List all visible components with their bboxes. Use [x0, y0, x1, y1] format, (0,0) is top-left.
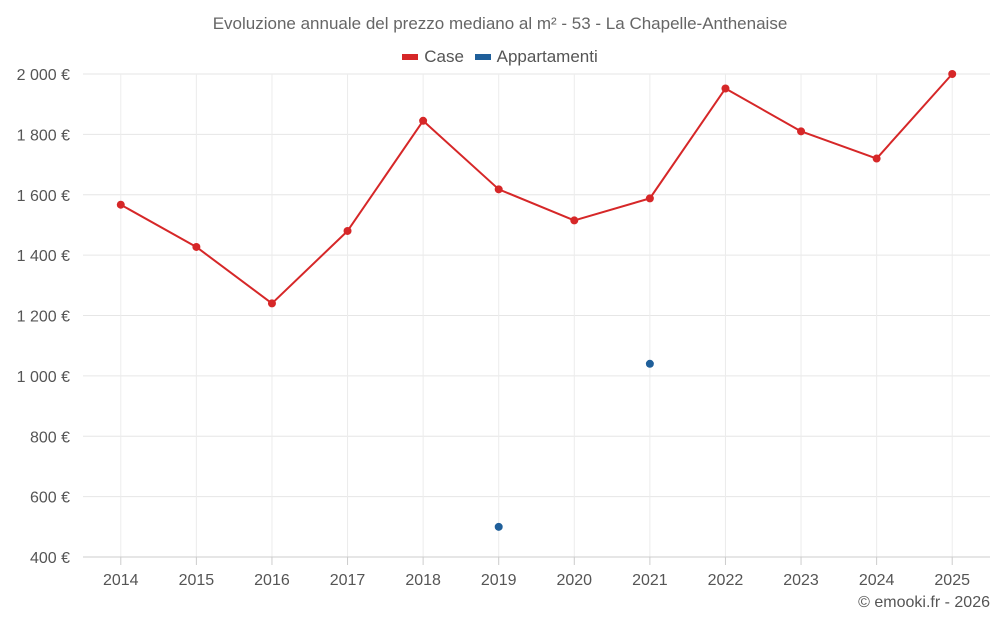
y-tick-label: 1 200 €: [17, 309, 70, 326]
x-tick-label: 2014: [103, 572, 139, 589]
series-line-case: [120, 73, 953, 305]
data-point-case: [419, 116, 428, 125]
y-tick-label: 1 000 €: [17, 369, 70, 386]
data-point-case: [721, 84, 730, 93]
data-point-case: [494, 185, 503, 194]
y-tick-label: 400 €: [30, 550, 70, 567]
y-tick-label: 1 600 €: [17, 188, 70, 205]
y-tick-label: 2 000 €: [17, 67, 70, 84]
x-tick-label: 2015: [179, 572, 215, 589]
x-tick-label: 2016: [254, 572, 290, 589]
x-tick-label: 2022: [708, 572, 744, 589]
data-point-case: [645, 194, 654, 203]
x-tick-label: 2025: [934, 572, 970, 589]
legend-item-case[interactable]: Case: [402, 47, 464, 67]
data-point-appartamenti: [494, 522, 503, 531]
legend-label-case: Case: [424, 47, 464, 66]
data-point-case: [570, 216, 579, 225]
data-point-case: [192, 242, 201, 251]
data-point-case: [872, 154, 881, 163]
x-tick-label: 2020: [556, 572, 592, 589]
legend-label-appartamenti: Appartamenti: [496, 47, 598, 66]
x-tick-label: 2018: [405, 572, 441, 589]
credit: © emooki.fr - 2026: [858, 594, 990, 611]
legend: Case Appartamenti: [0, 45, 1000, 67]
legend-swatch-appartamenti: [474, 54, 491, 60]
x-tick-label: 2024: [859, 572, 895, 589]
x-tick-label: 2017: [330, 572, 366, 589]
y-tick-label: 1 400 €: [17, 248, 70, 265]
data-point-case: [797, 127, 806, 136]
x-tick-label: 2021: [632, 572, 668, 589]
data-point-case: [948, 70, 957, 78]
data-point-appartamenti: [645, 359, 654, 368]
legend-item-appartamenti[interactable]: Appartamenti: [474, 47, 598, 67]
y-tick-label: 800 €: [30, 429, 70, 446]
chart-title: Evoluzione annuale del prezzo mediano al…: [212, 14, 788, 33]
x-tick-label: 2019: [481, 572, 517, 589]
data-point-case: [116, 200, 125, 209]
data-point-case: [267, 299, 276, 308]
y-tick-label: 1 800 €: [17, 127, 70, 144]
data-point-case: [343, 226, 352, 235]
x-tick-label: 2023: [783, 572, 819, 589]
y-tick-label: 600 €: [30, 490, 70, 507]
legend-swatch-case: [402, 54, 419, 60]
